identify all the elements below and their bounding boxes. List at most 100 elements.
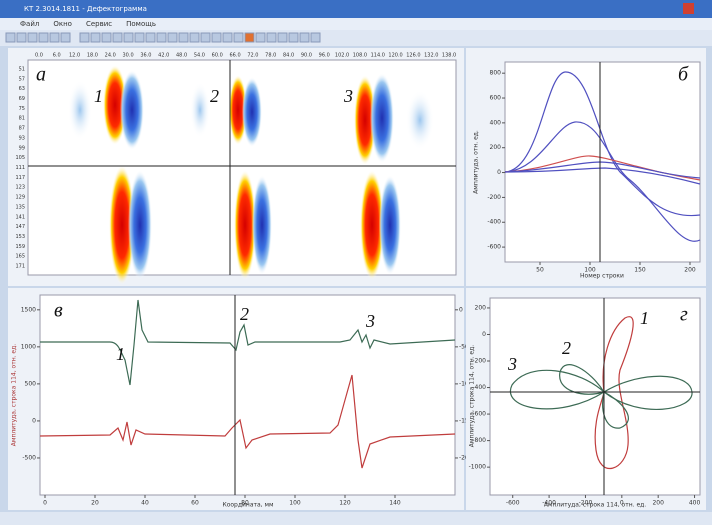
- y-tick-label: -600: [472, 411, 486, 418]
- y-tick-label: 99: [19, 145, 25, 151]
- x-tick-label: 30.0: [123, 53, 134, 59]
- toolbar-button[interactable]: [113, 33, 122, 42]
- toolbar-button[interactable]: [311, 33, 320, 42]
- x-tick-label: 108.0: [353, 53, 367, 59]
- x-tick-label: 100: [584, 267, 596, 274]
- x-tick-label: 42.0: [158, 53, 169, 59]
- marker: 3: [507, 354, 517, 374]
- plot-area: [40, 295, 455, 495]
- menu-item[interactable]: Файл: [20, 20, 39, 28]
- y-tick-label: 600: [490, 95, 502, 102]
- toolbar-button[interactable]: [135, 33, 144, 42]
- toolbar-button[interactable]: [245, 33, 254, 42]
- toolbar-button[interactable]: [28, 33, 37, 42]
- toolbar-button[interactable]: [289, 33, 298, 42]
- y-axis-label: Амплитуда, отн. ед.: [473, 130, 480, 194]
- y-tick-label: 81: [19, 116, 25, 122]
- toolbar-button[interactable]: [179, 33, 188, 42]
- y-tick-label: 153: [15, 234, 25, 240]
- y-tick-label: 141: [15, 214, 25, 220]
- x-tick-label: 72.0: [247, 53, 258, 59]
- panel-label: г: [680, 304, 688, 326]
- y-tick-label: 57: [19, 76, 25, 82]
- x-tick-label: 400: [689, 500, 701, 507]
- y-tick-label: 63: [19, 86, 25, 92]
- x-tick-label: 80: [241, 500, 249, 507]
- y-tick-label: 111: [15, 165, 25, 171]
- toolbar-button[interactable]: [50, 33, 59, 42]
- y-tick-label: 51: [19, 66, 25, 72]
- toolbar-button[interactable]: [80, 33, 89, 42]
- status-bar: [0, 512, 712, 525]
- menu-item[interactable]: Окно: [53, 20, 72, 28]
- close-button[interactable]: [683, 3, 694, 14]
- toolbar-button[interactable]: [91, 33, 100, 42]
- x-tick-label: 48.0: [176, 53, 187, 59]
- panel-label: в: [54, 300, 63, 322]
- app-window: КТ 2.3014.1811 - Дефектограмма Файл Окно С…: [0, 0, 712, 525]
- toolbar-button[interactable]: [39, 33, 48, 42]
- y-tick-label: 1500: [21, 306, 36, 313]
- y-tick-label: 75: [19, 106, 25, 112]
- y-tick-label: 500: [25, 380, 37, 387]
- menu-item[interactable]: Помощь: [126, 20, 156, 28]
- x-tick-label: 54.0: [194, 53, 205, 59]
- toolbar-button[interactable]: [6, 33, 15, 42]
- x-tick-label: -200: [579, 500, 593, 507]
- y-tick-label: -400: [487, 219, 501, 226]
- x-tick-label: 60: [191, 500, 199, 507]
- y-tick-label: 87: [19, 126, 25, 132]
- x-tick-label: 0: [43, 500, 47, 507]
- marker: 3: [365, 311, 375, 331]
- toolbar-button[interactable]: [146, 33, 155, 42]
- toolbar-button[interactable]: [256, 33, 265, 42]
- y-tick-label: 117: [15, 175, 25, 181]
- x-axis-label: Амплитуда, строка 114, отн. ед.: [544, 502, 646, 509]
- x-tick-label: 120: [339, 500, 351, 507]
- toolbar-button[interactable]: [223, 33, 232, 42]
- toolbar-button[interactable]: [102, 33, 111, 42]
- x-tick-label: 84.0: [283, 53, 294, 59]
- x-tick-label: 90.0: [301, 53, 312, 59]
- y-tick-label: 0: [32, 417, 36, 424]
- toolbar-button[interactable]: [201, 33, 210, 42]
- y-tick-label: -400: [472, 384, 486, 391]
- menu-item[interactable]: Сервис: [86, 20, 112, 28]
- window-title: КТ 2.3014.1811 - Дефектограмма: [24, 5, 147, 13]
- toolbar-button[interactable]: [168, 33, 177, 42]
- toolbar-button[interactable]: [61, 33, 70, 42]
- marker: 3: [343, 86, 353, 106]
- toolbar-button[interactable]: [234, 33, 243, 42]
- toolbar-button[interactable]: [212, 33, 221, 42]
- x-tick-label: 36.0: [140, 53, 151, 59]
- y-tick-label: 0: [482, 331, 486, 338]
- toolbar-button[interactable]: [157, 33, 166, 42]
- toolbar-button[interactable]: [190, 33, 199, 42]
- y-tick-label: 1000: [21, 343, 36, 350]
- y-tick-label: 0: [497, 169, 501, 176]
- x-tick-label: 0.0: [35, 53, 43, 59]
- y-tick-label: 135: [15, 204, 25, 210]
- marker: 1: [640, 308, 649, 328]
- x-tick-label: 24.0: [105, 53, 116, 59]
- x-tick-label: -400: [542, 500, 556, 507]
- y-tick-label: -600: [487, 244, 501, 251]
- x-tick-label: 114.0: [371, 53, 385, 59]
- x-tick-label: 100: [289, 500, 301, 507]
- toolbar-button[interactable]: [17, 33, 26, 42]
- toolbar-button[interactable]: [300, 33, 309, 42]
- toolbar-button[interactable]: [267, 33, 276, 42]
- y-tick-label: 200: [490, 144, 502, 151]
- x-tick-label: 200: [652, 500, 664, 507]
- y-tick-label: 800: [490, 70, 502, 77]
- y2-tick-label: 0: [459, 306, 463, 313]
- x-tick-label: 96.0: [319, 53, 330, 59]
- y-tick-label: 93: [19, 135, 25, 141]
- toolbar-button[interactable]: [278, 33, 287, 42]
- toolbar-button[interactable]: [124, 33, 133, 42]
- x-tick-label: 50: [536, 267, 544, 274]
- x-tick-label: 120.0: [388, 53, 402, 59]
- y-tick-label: 400: [490, 119, 502, 126]
- y-tick-label: 200: [475, 304, 487, 311]
- x-tick-label: 78.0: [265, 53, 276, 59]
